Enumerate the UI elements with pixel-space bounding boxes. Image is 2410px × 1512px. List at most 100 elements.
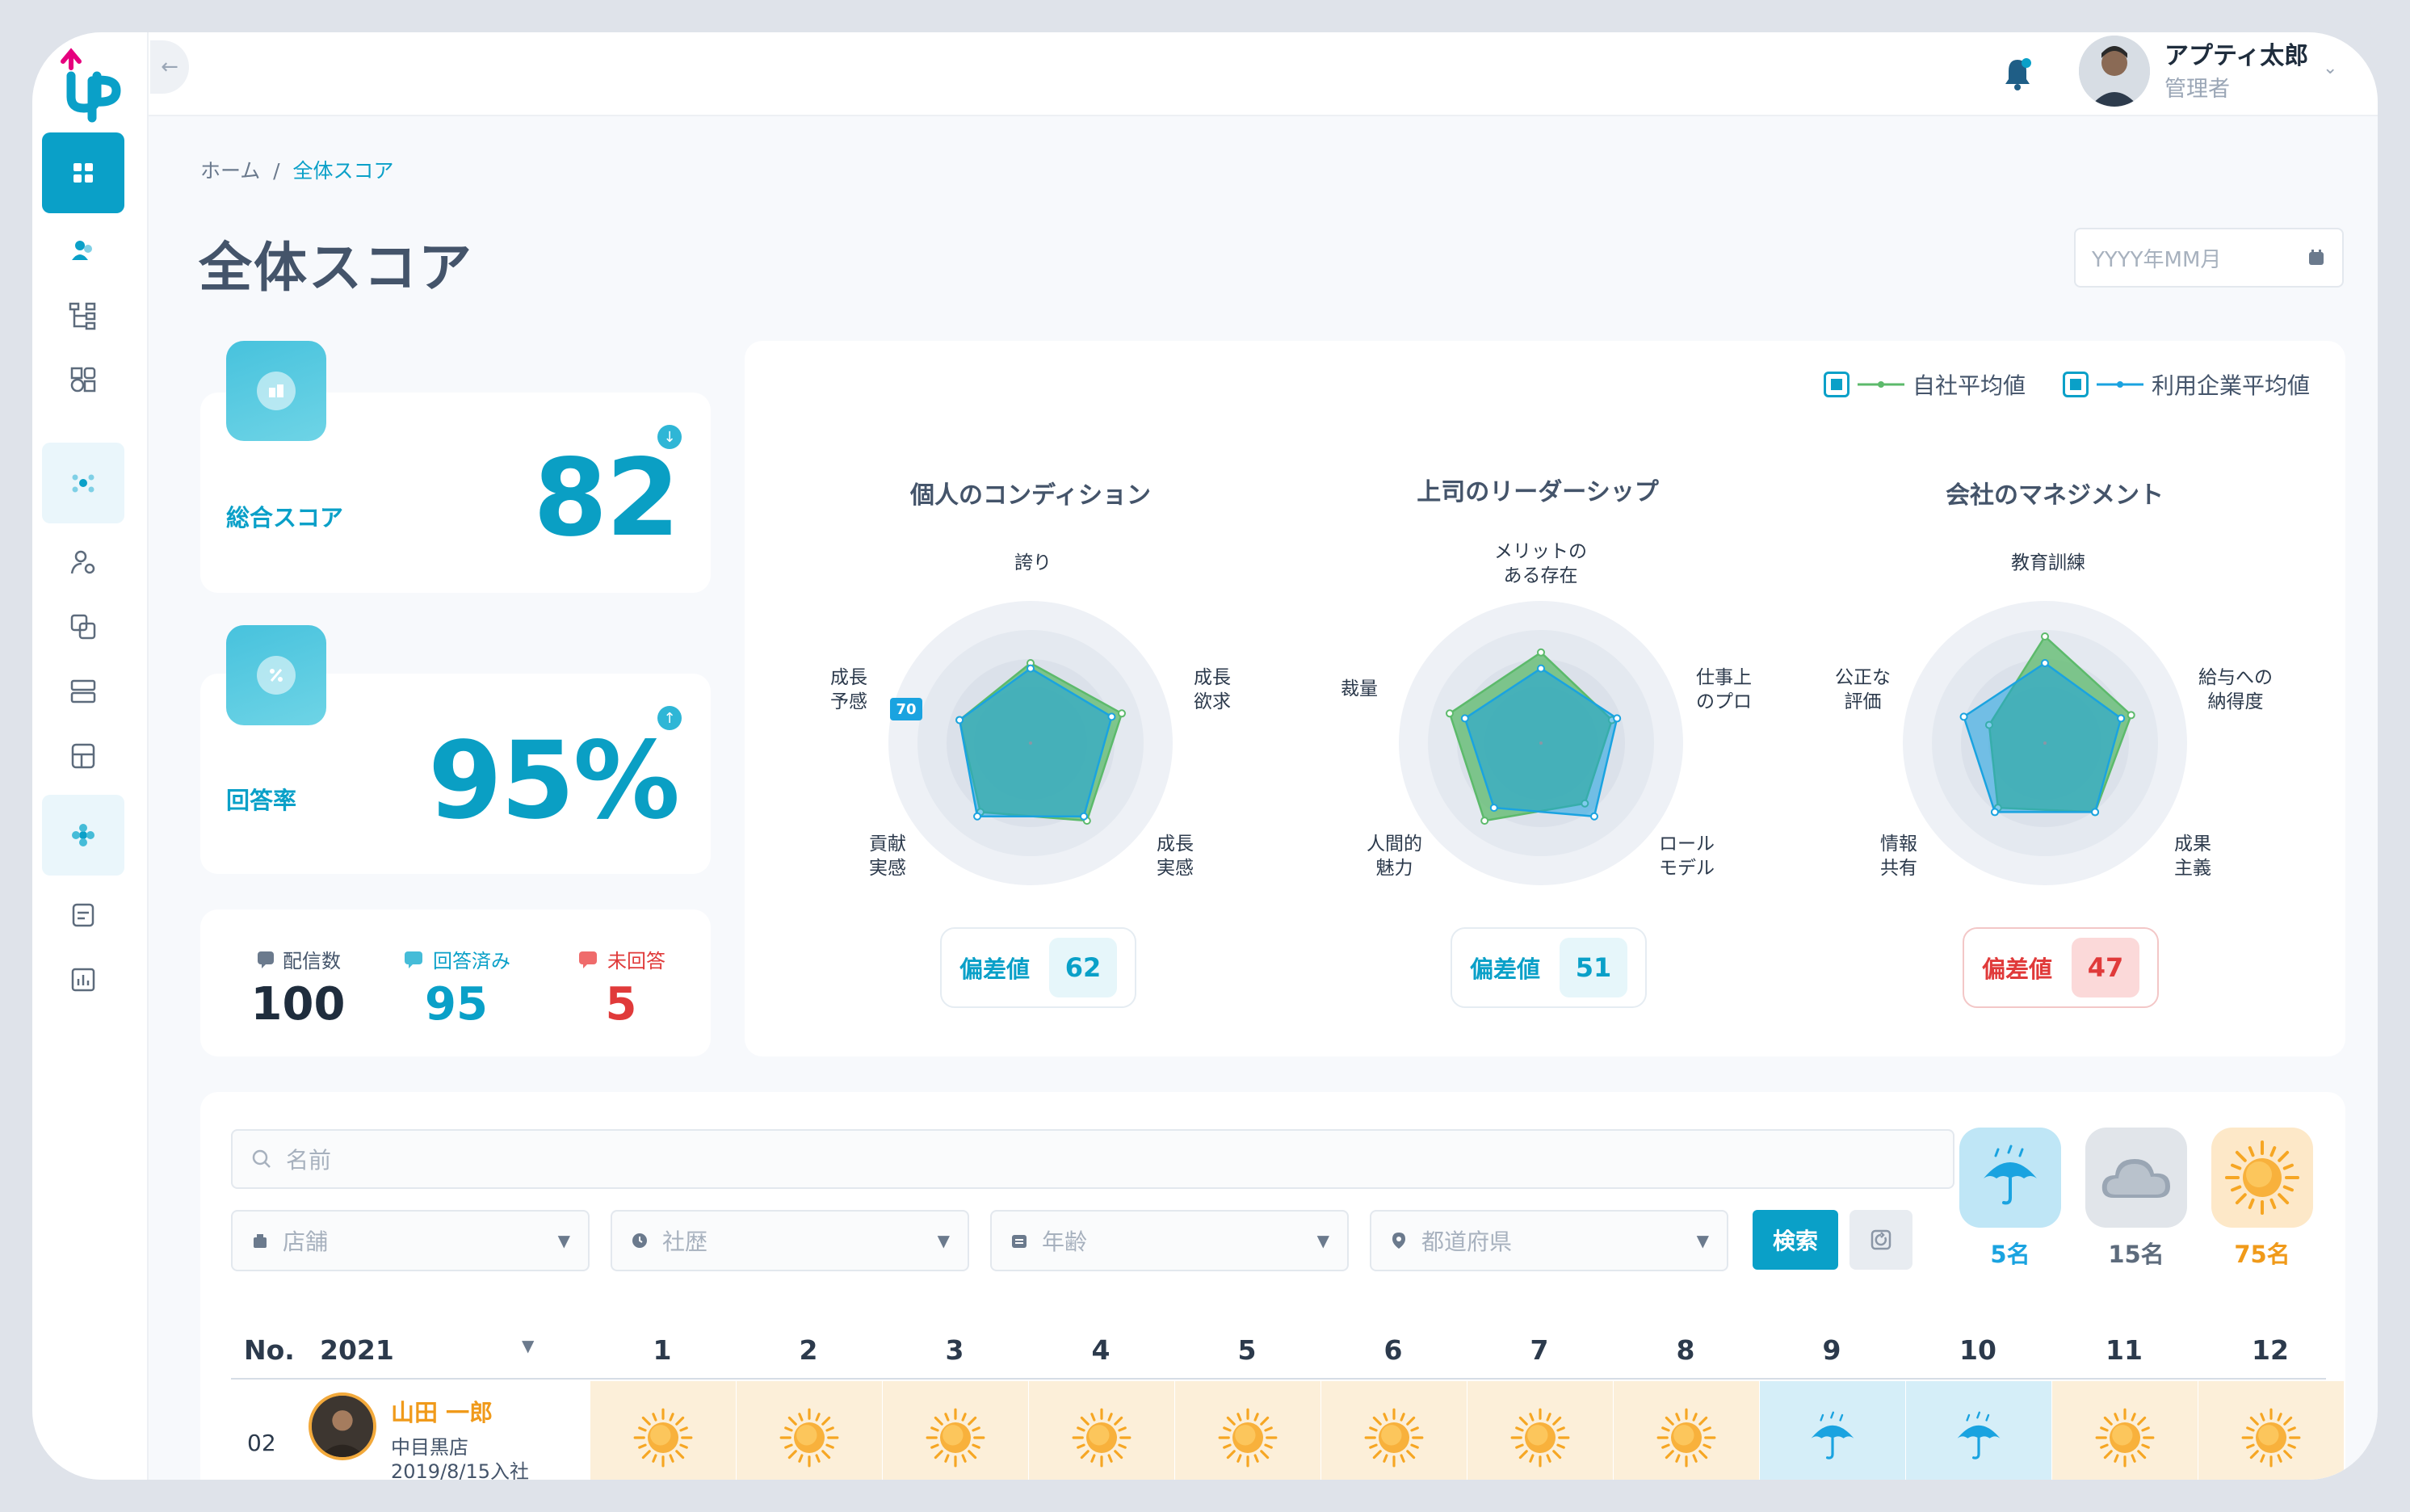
breadcrumb-home[interactable]: ホーム <box>200 159 261 183</box>
sun-icon <box>1510 1408 1570 1468</box>
user-role: 管理者 <box>2164 77 2230 102</box>
sun-icon <box>1656 1408 1716 1468</box>
series-company-point[interactable] <box>2041 632 2049 640</box>
member-avatar[interactable] <box>309 1392 376 1460</box>
series-all-point[interactable] <box>1027 664 1035 673</box>
series-all <box>958 667 1113 818</box>
weather-cell-month-3[interactable] <box>883 1381 1028 1480</box>
legend-all[interactable]: 利用企業平均値 <box>2063 368 2310 401</box>
age-select[interactable]: 年齢 ▼ <box>990 1210 1349 1271</box>
weather-cell-month-1[interactable] <box>590 1381 736 1480</box>
weather-cloud-count: 15名 <box>2108 1241 2164 1268</box>
series-company-point[interactable] <box>2127 711 2135 720</box>
dashboard-icon <box>73 163 93 183</box>
prefecture-select[interactable]: 都道府県 ▼ <box>1370 1210 1728 1271</box>
user-avatar[interactable] <box>2079 36 2150 107</box>
series-all-point[interactable] <box>1959 712 1968 721</box>
weather-sun-filter[interactable] <box>2211 1128 2313 1228</box>
reset-button[interactable] <box>1849 1210 1912 1270</box>
weather-cell-month-7[interactable] <box>1467 1381 1613 1480</box>
series-company-point[interactable] <box>1446 709 1455 718</box>
series-all-point[interactable] <box>2041 659 2049 667</box>
calendar-note-icon <box>72 903 94 927</box>
month-header: 4 <box>1091 1334 1111 1366</box>
series-all-point[interactable] <box>2091 808 2100 817</box>
copy-icon <box>70 614 96 640</box>
sun-icon <box>2095 1408 2155 1468</box>
sidebar-item-report[interactable] <box>42 716 124 796</box>
weather-cloud-filter[interactable] <box>2085 1128 2187 1228</box>
sun-icon <box>1072 1408 1132 1468</box>
legend-company[interactable]: 自社平均値 <box>1824 368 2026 401</box>
month-picker-placeholder: YYYY年MM月 <box>2092 247 2222 272</box>
radar-1-axis-label: 成長 予感 <box>830 667 867 712</box>
radar-1-axis-label: 成長 実感 <box>1157 834 1194 879</box>
sidebar-item-user-settings[interactable] <box>42 522 124 603</box>
weather-cell-month-5[interactable] <box>1175 1381 1320 1480</box>
logo[interactable] <box>53 44 128 124</box>
series-all-point[interactable] <box>1489 804 1498 813</box>
year-select-label[interactable]: 2021 <box>320 1334 394 1366</box>
deviation-value: 51 <box>1560 938 1628 998</box>
sidebar-item-analytics[interactable] <box>42 939 124 1019</box>
sidebar-item-groups[interactable] <box>42 339 124 420</box>
sidebar-item-dashboard[interactable] <box>42 132 124 213</box>
sidebar-item-members[interactable] <box>42 443 124 523</box>
series-all-point[interactable] <box>1079 812 1088 821</box>
weather-cell-month-11[interactable] <box>2052 1381 2198 1480</box>
user-name[interactable]: アプティ太郎 <box>2164 42 2309 70</box>
weather-cell-month-9[interactable] <box>1760 1381 1905 1480</box>
breadcrumb-current: 全体スコア <box>292 159 394 183</box>
store-select[interactable]: 店舗 ▼ <box>231 1210 590 1271</box>
weather-cell-month-8[interactable] <box>1614 1381 1759 1480</box>
sun-icon <box>779 1408 839 1468</box>
sun-icon <box>633 1408 693 1468</box>
weather-cell-month-12[interactable] <box>2198 1381 2344 1480</box>
year-caret-down-icon[interactable]: ▼ <box>522 1336 535 1355</box>
series-company-point[interactable] <box>1537 648 1545 657</box>
series-all-point[interactable] <box>1990 808 1999 817</box>
sidebar-item-organization[interactable] <box>42 275 124 355</box>
radar-legend: 自社平均値 利用企業平均値 <box>1824 368 2310 401</box>
sun-icon <box>2225 1140 2299 1215</box>
radar-1-axis-label: 誇り <box>1014 552 1052 573</box>
series-all-point[interactable] <box>1613 714 1622 723</box>
search-button[interactable]: 検索 <box>1753 1210 1838 1270</box>
series-all-point[interactable] <box>1589 812 1598 821</box>
series-company-point[interactable] <box>1117 709 1126 718</box>
month-picker[interactable]: YYYY年MM月 <box>2074 228 2344 288</box>
team-icon <box>72 474 94 493</box>
sidebar-item-settings[interactable] <box>42 795 124 876</box>
series-all-point[interactable] <box>1537 664 1545 673</box>
radar-2-axis-label: 裁量 <box>1341 678 1378 699</box>
server-icon <box>70 679 96 704</box>
sidebar-item-users[interactable] <box>42 210 124 291</box>
weather-cell-month-10[interactable] <box>1906 1381 2051 1480</box>
notification-bell-icon[interactable] <box>1993 50 2042 99</box>
flower-settings-icon <box>72 824 94 846</box>
weather-rain-filter[interactable] <box>1959 1128 2061 1228</box>
sidebar-item-calendar[interactable] <box>42 874 124 955</box>
radar-3-axis-label: 公正な 評価 <box>1835 667 1891 712</box>
month-header: 8 <box>1676 1334 1695 1366</box>
chevron-down-icon[interactable]: ⌄ <box>2323 58 2338 78</box>
series-all-point[interactable] <box>2117 714 2126 723</box>
radar-2-axis-label: 人間的 魅力 <box>1367 834 1422 879</box>
sidebar-item-server[interactable] <box>42 651 124 732</box>
weather-cell-month-2[interactable] <box>737 1381 882 1480</box>
tenure-select[interactable]: 社歴 ▼ <box>611 1210 969 1271</box>
sidebar-item-copy[interactable] <box>42 586 124 667</box>
member-name[interactable]: 山田 一郎 <box>391 1399 493 1426</box>
series-all-point[interactable] <box>1107 712 1116 721</box>
weather-cell-month-6[interactable] <box>1321 1381 1467 1480</box>
series-all-point[interactable] <box>973 812 982 821</box>
series-all-point[interactable] <box>955 716 964 724</box>
name-search-input[interactable]: 名前 <box>231 1129 1954 1189</box>
sun-icon <box>926 1408 985 1468</box>
legend-all-label: 利用企業平均値 <box>2152 372 2311 399</box>
weather-sun-count: 75名 <box>2234 1241 2290 1268</box>
series-all-point[interactable] <box>1460 714 1469 723</box>
report-icon <box>71 743 95 769</box>
series-company-point[interactable] <box>1480 817 1489 825</box>
weather-cell-month-4[interactable] <box>1029 1381 1174 1480</box>
